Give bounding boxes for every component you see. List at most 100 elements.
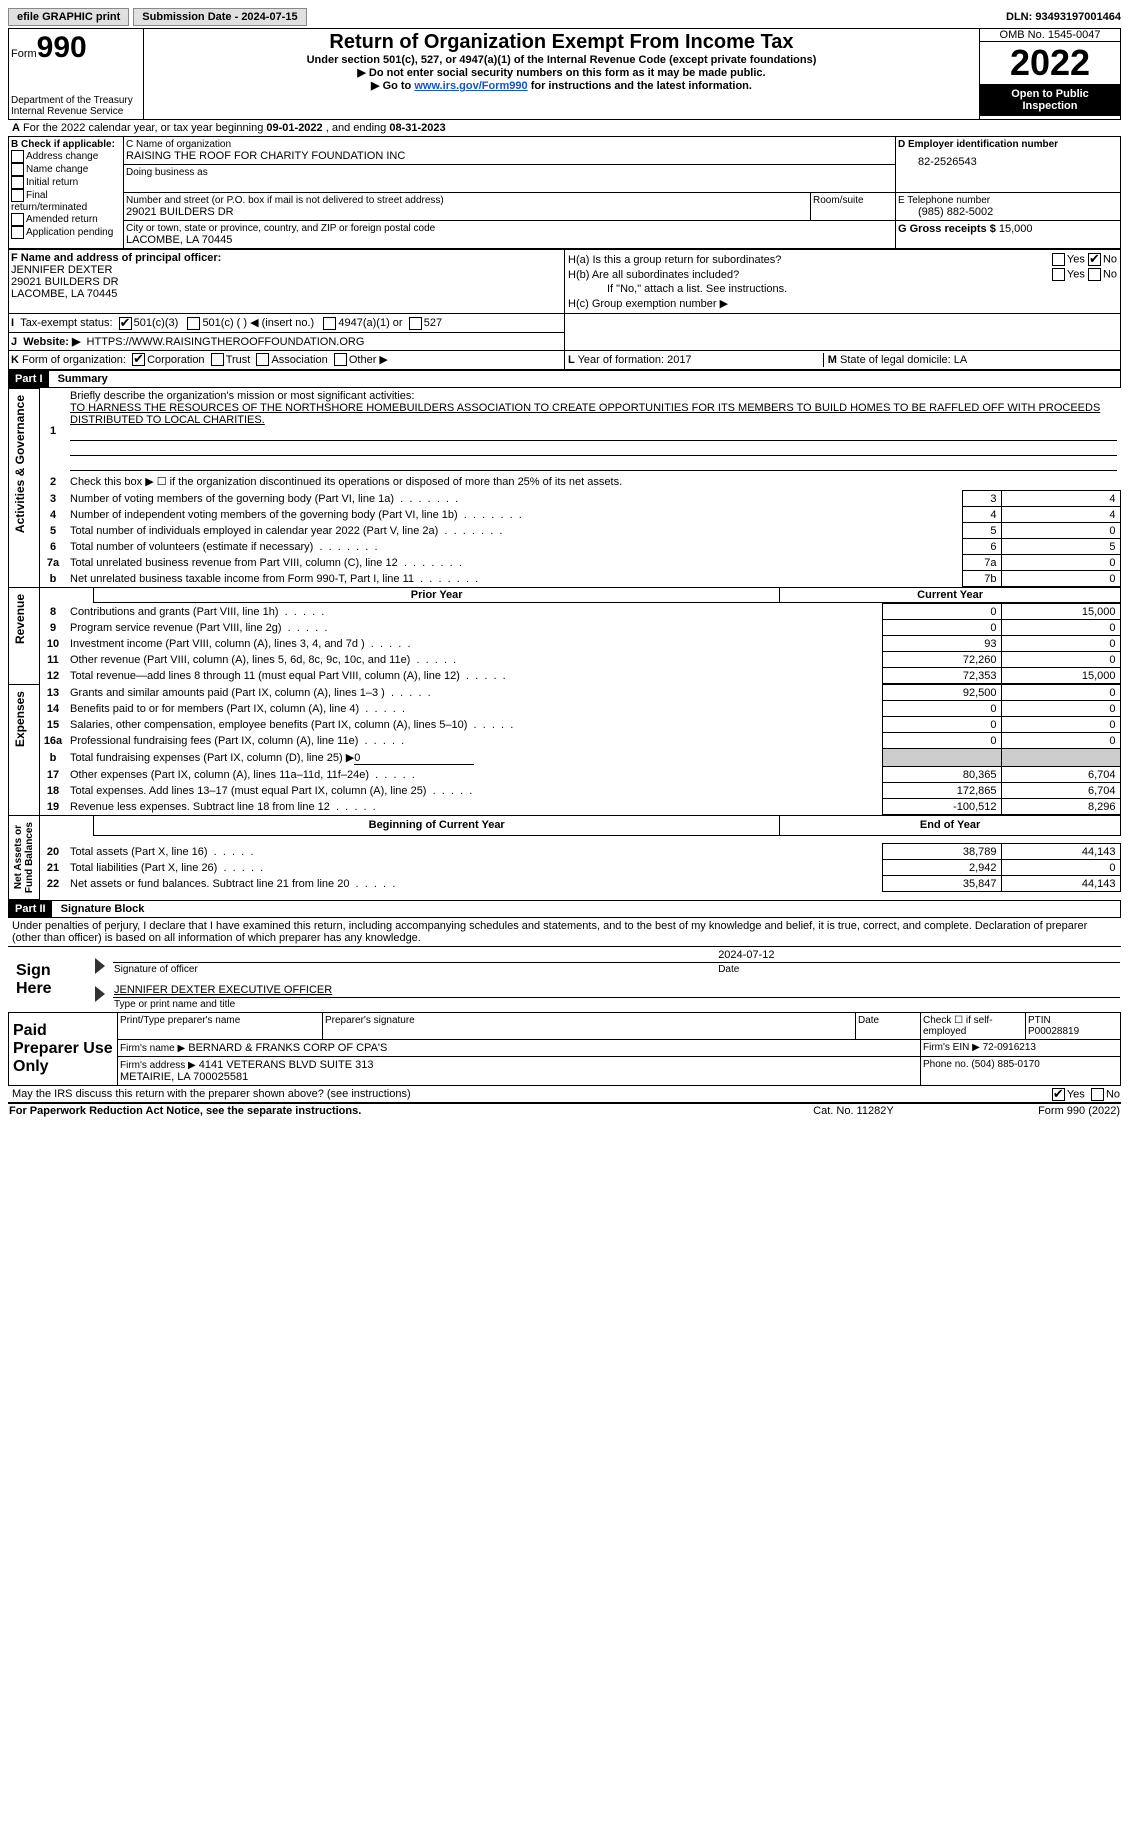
entity-info-table: B Check if applicable: Address change Na… (8, 136, 1121, 249)
part1-header: Part I (9, 371, 49, 387)
footer-form: Form 990 (2022) (942, 1103, 1121, 1118)
cb-address-change[interactable]: Address change (26, 151, 98, 162)
part1-title: Summary (52, 373, 108, 385)
h-note: If "No," attach a list. See instructions… (567, 282, 1118, 296)
line-a-mid: , and ending (323, 122, 390, 134)
box-b-heading: B Check if applicable: (11, 139, 121, 150)
box-c-label: C Name of organization (126, 139, 893, 150)
footer-pra: For Paperwork Reduction Act Notice, see … (8, 1103, 765, 1118)
eoy-header: End of Year (780, 816, 1121, 836)
prep-date-label: Date (856, 1013, 921, 1040)
box-j-text: Website: ▶ (23, 336, 80, 348)
part2-title: Signature Block (55, 903, 145, 915)
cb-corp[interactable]: Corporation (147, 354, 204, 366)
boy-header: Beginning of Current Year (94, 816, 780, 836)
dba-label: Doing business as (126, 167, 893, 178)
ha-yes[interactable]: Yes (1067, 253, 1085, 265)
form-header-table: Form990 Department of the Treasury Inter… (8, 28, 1121, 120)
box-e-label: E Telephone number (898, 195, 1118, 206)
part1-table: Activities & Governance 1 Briefly descri… (8, 388, 1121, 901)
box-f-label: F Name and address of principal officer: (11, 252, 221, 264)
cb-501c3[interactable]: 501(c)(3) (134, 317, 179, 329)
box-m-text: State of legal domicile: (840, 354, 954, 366)
form-number: 990 (37, 31, 87, 64)
section-net-assets: Net Assets or Fund Balances (11, 818, 37, 897)
firm-ein-label: Firm's EIN ▶ (923, 1042, 980, 1053)
officer-addr2: LACOMBE, LA 70445 (11, 288, 117, 300)
firm-addr-label: Firm's address ▶ (120, 1060, 196, 1071)
box-i-prefix: I (11, 317, 14, 329)
gross-receipts: 15,000 (999, 223, 1033, 235)
cb-assoc[interactable]: Association (271, 354, 327, 366)
firm-name-label: Firm's name ▶ (120, 1043, 185, 1054)
cb-other[interactable]: Other ▶ (349, 354, 388, 366)
box-m-prefix: M (828, 354, 837, 366)
penalties-text: Under penalties of perjury, I declare th… (8, 918, 1121, 947)
footer-table: For Paperwork Reduction Act Notice, see … (8, 1102, 1121, 1118)
print-name-label: Print/Type preparer's name (118, 1013, 323, 1040)
box-l-text: Year of formation: (578, 354, 667, 366)
cb-527[interactable]: 527 (424, 317, 442, 329)
form-prefix: Form (11, 48, 37, 60)
website-url: HTTPS://WWW.RAISINGTHEROOFFOUNDATION.ORG (87, 336, 365, 348)
discuss-no[interactable]: No (1106, 1088, 1120, 1100)
cb-501c[interactable]: 501(c) ( ) ◀ (insert no.) (202, 317, 314, 329)
year-formation: 2017 (667, 354, 691, 366)
open-to-public: Open to Public Inspection (980, 84, 1120, 116)
l1-label: Briefly describe the organization's miss… (70, 390, 414, 402)
box-j-prefix: J (11, 336, 17, 348)
box-d-label: D Employer identification number (898, 139, 1118, 150)
phone-label: Phone no. (923, 1059, 969, 1070)
form-note1: ▶ Do not enter social security numbers o… (146, 66, 977, 79)
sig-officer-label: Signature of officer (113, 963, 717, 977)
sign-here-label: Sign Here (8, 947, 94, 1012)
section-revenue: Revenue (11, 590, 29, 648)
telephone-value: (985) 882-5002 (898, 206, 1118, 218)
cb-app-pending[interactable]: Application pending (26, 227, 113, 238)
current-year-header: Current Year (780, 588, 1121, 603)
submission-date-button[interactable]: Submission Date - 2024-07-15 (133, 8, 306, 26)
line-a: A For the 2022 calendar year, or tax yea… (8, 120, 1121, 136)
paid-preparer-label: Paid Preparer Use Only (9, 1013, 118, 1086)
box-c-addr-label: Number and street (or P.O. box if mail i… (126, 195, 808, 206)
footer-cat: Cat. No. 11282Y (765, 1103, 941, 1118)
sig-date-value: 2024-07-12 (717, 948, 1120, 963)
top-buttons-bar: efile GRAPHIC print Submission Date - 20… (8, 8, 1121, 26)
check-self-label[interactable]: Check ☐ if self-employed (921, 1013, 1026, 1040)
box-i-text: Tax-exempt status: (20, 317, 112, 329)
prep-sig-label: Preparer's signature (323, 1013, 856, 1040)
box-c-city-label: City or town, state or province, country… (126, 223, 893, 234)
ein-value: 82-2526543 (898, 150, 1118, 168)
officer-typed-name: JENNIFER DEXTER EXECUTIVE OFFICER (114, 984, 332, 996)
l2-text: Check this box ▶ ☐ if the organization d… (66, 473, 1121, 490)
ptin-label: PTIN (1028, 1015, 1051, 1026)
cb-name-change[interactable]: Name change (26, 164, 88, 175)
firm-name: BERNARD & FRANKS CORP OF CPA'S (188, 1042, 387, 1054)
efile-button[interactable]: efile GRAPHIC print (8, 8, 129, 26)
section-activities-governance: Activities & Governance (11, 391, 29, 537)
box-l-prefix: L (568, 354, 575, 366)
note2-link[interactable]: www.irs.gov/Form990 (414, 80, 527, 92)
form-subtitle: Under section 501(c), 527, or 4947(a)(1)… (146, 54, 977, 66)
city-state-zip: LACOMBE, LA 70445 (126, 234, 893, 246)
ha-no[interactable]: No (1103, 253, 1117, 265)
form-title: Return of Organization Exempt From Incom… (146, 31, 977, 54)
sig-date-label: Date (717, 963, 1120, 977)
l1-text: TO HARNESS THE RESOURCES OF THE NORTHSHO… (70, 402, 1100, 426)
cb-4947[interactable]: 4947(a)(1) or (338, 317, 402, 329)
tax-year: 2022 (980, 42, 1120, 84)
discuss-label: May the IRS discuss this return with the… (8, 1086, 979, 1102)
cb-trust[interactable]: Trust (226, 354, 251, 366)
h-a-label: H(a) Is this a group return for subordin… (567, 252, 987, 267)
prior-year-header: Prior Year (94, 588, 780, 603)
note2-suffix: for instructions and the latest informat… (528, 80, 752, 92)
discuss-yes[interactable]: Yes (1067, 1088, 1085, 1100)
hb-no[interactable]: No (1103, 268, 1117, 280)
hb-yes[interactable]: Yes (1067, 268, 1085, 280)
org-name: RAISING THE ROOF FOR CHARITY FOUNDATION … (126, 150, 893, 162)
line-a-begin: 09-01-2022 (266, 122, 322, 134)
cb-amended[interactable]: Amended return (26, 214, 98, 225)
cb-initial-return[interactable]: Initial return (26, 177, 78, 188)
type-name-label: Type or print name and title (113, 998, 1120, 1012)
state-domicile: LA (954, 354, 967, 366)
